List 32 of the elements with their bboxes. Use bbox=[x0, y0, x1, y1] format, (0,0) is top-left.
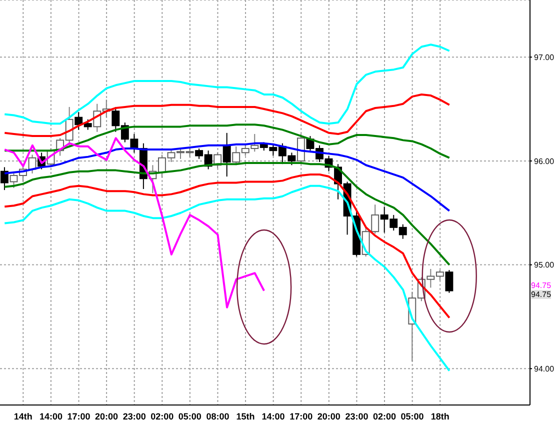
line-series bbox=[4, 44, 450, 125]
x-tick-label: 08:00 bbox=[206, 411, 230, 422]
x-tick-label: 02:00 bbox=[372, 411, 396, 422]
y-tick-label: 96.00 bbox=[534, 156, 555, 166]
x-tick-label: 17:00 bbox=[290, 411, 313, 422]
x-tick-label: 14:00 bbox=[262, 411, 285, 422]
x-tick-label: 14:00 bbox=[39, 411, 62, 422]
x-tick-label: 14th bbox=[14, 411, 32, 422]
line-series bbox=[4, 137, 266, 308]
candlestick bbox=[296, 133, 305, 164]
text: 94.75 bbox=[531, 280, 552, 290]
y-tick-label: 97.00 bbox=[534, 52, 555, 62]
text: 94.75 bbox=[531, 290, 552, 299]
candlestick bbox=[84, 118, 92, 130]
x-tick-label: 23:00 bbox=[345, 411, 368, 422]
x-tick-label: 05:00 bbox=[178, 411, 202, 422]
x-tick-label: 05:00 bbox=[400, 411, 424, 422]
x-tick-label: 20:00 bbox=[95, 411, 118, 422]
x-tick-label: 23:00 bbox=[122, 411, 146, 422]
candlestick bbox=[222, 132, 231, 178]
y-tick-label: 94.00 bbox=[534, 364, 555, 374]
x-tick-label: 20:00 bbox=[317, 411, 340, 422]
candlestick bbox=[371, 204, 380, 234]
candlestick bbox=[0, 166, 8, 191]
x-tick-label: 15th bbox=[236, 411, 255, 422]
y-tick-label: 95.00 bbox=[534, 260, 555, 270]
line-series bbox=[4, 184, 450, 372]
x-tick-label: 18th bbox=[430, 411, 450, 422]
candlestick bbox=[74, 112, 83, 130]
candlestick bbox=[445, 270, 454, 294]
x-tick-label: 02:00 bbox=[150, 411, 174, 422]
x-tick-label: 17:00 bbox=[67, 411, 90, 422]
